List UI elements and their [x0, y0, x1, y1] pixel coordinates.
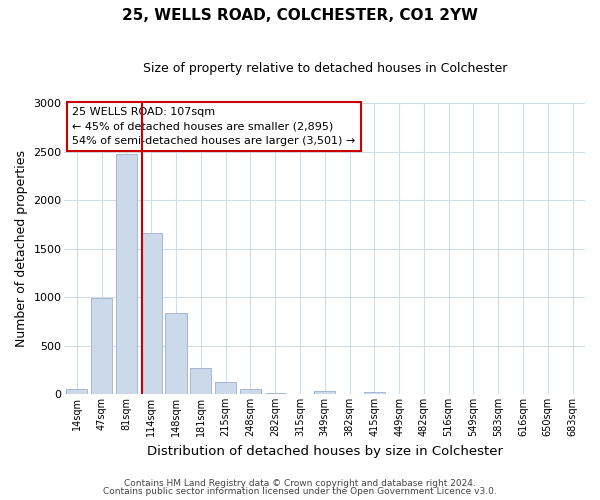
Bar	[190, 368, 211, 394]
Text: Contains public sector information licensed under the Open Government Licence v3: Contains public sector information licen…	[103, 487, 497, 496]
Text: Contains HM Land Registry data © Crown copyright and database right 2024.: Contains HM Land Registry data © Crown c…	[124, 478, 476, 488]
Bar	[67, 388, 88, 394]
Bar	[240, 389, 261, 394]
Bar	[91, 298, 112, 394]
Bar	[364, 392, 385, 394]
Bar	[314, 390, 335, 394]
Bar	[265, 393, 286, 394]
Y-axis label: Number of detached properties: Number of detached properties	[15, 150, 28, 347]
Bar	[215, 382, 236, 394]
X-axis label: Distribution of detached houses by size in Colchester: Distribution of detached houses by size …	[147, 444, 503, 458]
Title: Size of property relative to detached houses in Colchester: Size of property relative to detached ho…	[143, 62, 507, 76]
Bar	[116, 154, 137, 394]
Bar	[166, 312, 187, 394]
Bar	[140, 233, 162, 394]
Text: 25, WELLS ROAD, COLCHESTER, CO1 2YW: 25, WELLS ROAD, COLCHESTER, CO1 2YW	[122, 8, 478, 22]
Text: 25 WELLS ROAD: 107sqm
← 45% of detached houses are smaller (2,895)
54% of semi-d: 25 WELLS ROAD: 107sqm ← 45% of detached …	[72, 108, 356, 146]
